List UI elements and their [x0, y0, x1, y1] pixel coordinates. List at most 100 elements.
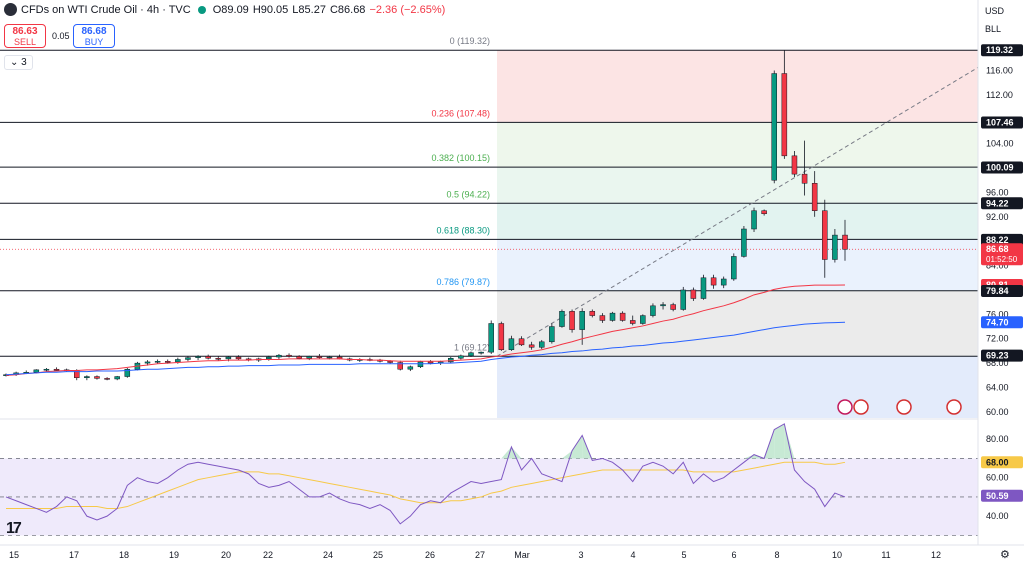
candle-body — [175, 359, 181, 363]
candle-body — [266, 356, 272, 360]
price-tick-label: 60.00 — [986, 407, 1009, 417]
candle-body — [43, 368, 50, 371]
price-axis-tag-bg — [981, 349, 1023, 362]
price-axis-tag: 69.23 — [986, 351, 1009, 361]
economic-event-icon — [853, 399, 869, 415]
candle-body — [720, 278, 727, 286]
price-axis[interactable]: 60.0064.0068.0072.0076.0084.0088.0092.00… — [977, 0, 1024, 564]
economic-event-icon — [946, 399, 962, 415]
candle-body — [407, 366, 414, 370]
candle-body — [33, 369, 40, 373]
price-tick-label: 104.00 — [986, 139, 1014, 149]
candle-body — [528, 344, 535, 348]
ma-fast-line — [5, 284, 846, 376]
candlesticks — [3, 50, 848, 381]
symbol-title[interactable]: CFDs on WTI Crude Oil · 4h · TVC — [21, 3, 191, 16]
buy-label: BUY — [84, 37, 104, 47]
candle-body — [478, 351, 484, 354]
candle-body — [609, 312, 616, 321]
time-tick-label: 25 — [373, 550, 383, 560]
candle-body — [114, 376, 120, 380]
candle-body — [599, 315, 606, 321]
symbol-logo-icon[interactable] — [4, 3, 17, 16]
rsi-overbought-fill — [511, 446, 522, 459]
price-axis-tag-bg — [981, 316, 1023, 329]
unit-selector[interactable]: BLL — [985, 24, 1002, 34]
rsi-line — [5, 423, 846, 525]
chevron-down-icon: ⌄ — [10, 57, 19, 68]
candle-body — [710, 277, 717, 286]
time-tick-label: 18 — [119, 550, 129, 560]
fib-zone — [497, 290, 978, 357]
candle-body — [781, 73, 788, 157]
market-status-icon — [197, 5, 206, 14]
indicators-toggle[interactable]: ⌄ 3 — [4, 55, 33, 70]
fib-zone — [497, 167, 978, 204]
candle-body — [215, 358, 222, 360]
candle-body — [397, 362, 403, 370]
ohlc-low: L85.27 — [292, 3, 326, 16]
candle-body — [518, 338, 525, 346]
candle-body — [761, 210, 767, 215]
fib-zone — [497, 203, 978, 240]
candle-body — [164, 361, 171, 363]
candle-body — [468, 352, 474, 357]
candle-body — [650, 305, 656, 316]
time-tick-label: 24 — [323, 550, 333, 560]
bar-countdown: 01:52:50 — [986, 255, 1018, 264]
candle-body — [549, 326, 555, 343]
sell-label: SELL — [13, 37, 37, 47]
price-axis-tag: 119.32 — [986, 45, 1013, 55]
time-tick-label: 26 — [425, 550, 435, 560]
rsi-tick-label: 40.00 — [986, 511, 1009, 521]
price-axis-tag-bg — [981, 197, 1023, 210]
candle-body — [700, 277, 707, 299]
rsi-overbought-fill — [572, 435, 583, 459]
settings-gear-icon[interactable]: ⚙ — [1000, 549, 1010, 561]
time-tick-label: 17 — [69, 550, 79, 560]
rsi-overbought-fill — [774, 423, 785, 459]
rsi-overbought-fill — [561, 450, 573, 459]
price-axis-tag-bg — [981, 44, 1023, 57]
candle-body — [276, 354, 282, 358]
candle-body — [225, 356, 232, 360]
rsi-axis-tag-bg — [981, 456, 1023, 469]
fib-level-label: 0.236 (107.48) — [431, 108, 490, 118]
candle-body — [508, 338, 515, 350]
fib-level-label: 0.618 (88.30) — [436, 225, 490, 235]
time-axis[interactable]: 15 17 18 19 20 22 24 25 26 27 Mar 3 4 5 6 8 10 11 12 — [0, 544, 1024, 560]
candle-body — [670, 304, 676, 310]
candle-body — [144, 361, 151, 364]
fib-levels: 0 (119.32) 0.236 (107.48) 0.382 (100.15) 0.… — [0, 36, 979, 357]
candle-body — [195, 356, 201, 358]
candle-body — [811, 183, 818, 211]
fib-zones — [497, 50, 978, 418]
currency-selector[interactable]: USD — [985, 6, 1005, 16]
candle-body — [579, 311, 585, 330]
price-axis-tag: 100.09 — [986, 162, 1014, 172]
fib-zone — [497, 50, 978, 123]
buy-button[interactable]: 86.68 BUY — [73, 24, 115, 48]
indicators-count: 3 — [21, 57, 27, 68]
economic-event-icon — [837, 399, 853, 415]
candle-body — [154, 361, 161, 363]
candle-body — [569, 311, 575, 330]
candle-body — [316, 356, 323, 358]
ohlc-close: C86.68 — [329, 3, 366, 16]
price-axis-tag: 88.22 — [986, 235, 1009, 245]
sell-price: 86.63 — [12, 26, 38, 37]
fib-level-label: 0 (119.32) — [450, 36, 490, 46]
candle-body — [94, 376, 100, 379]
time-tick-label: 27 — [475, 550, 485, 560]
sell-button[interactable]: 86.63 SELL — [4, 24, 46, 48]
candle-body — [619, 312, 626, 321]
time-tick-label: 10 — [832, 550, 842, 560]
time-tick-label: 5 — [681, 550, 686, 560]
rsi-axis-tag-bg — [981, 489, 1023, 502]
spread-value: 0.05 — [52, 31, 70, 41]
candle-body — [286, 354, 292, 357]
time-tick-label: 8 — [774, 550, 779, 560]
candle-body — [296, 356, 302, 359]
candle-body — [791, 155, 798, 175]
